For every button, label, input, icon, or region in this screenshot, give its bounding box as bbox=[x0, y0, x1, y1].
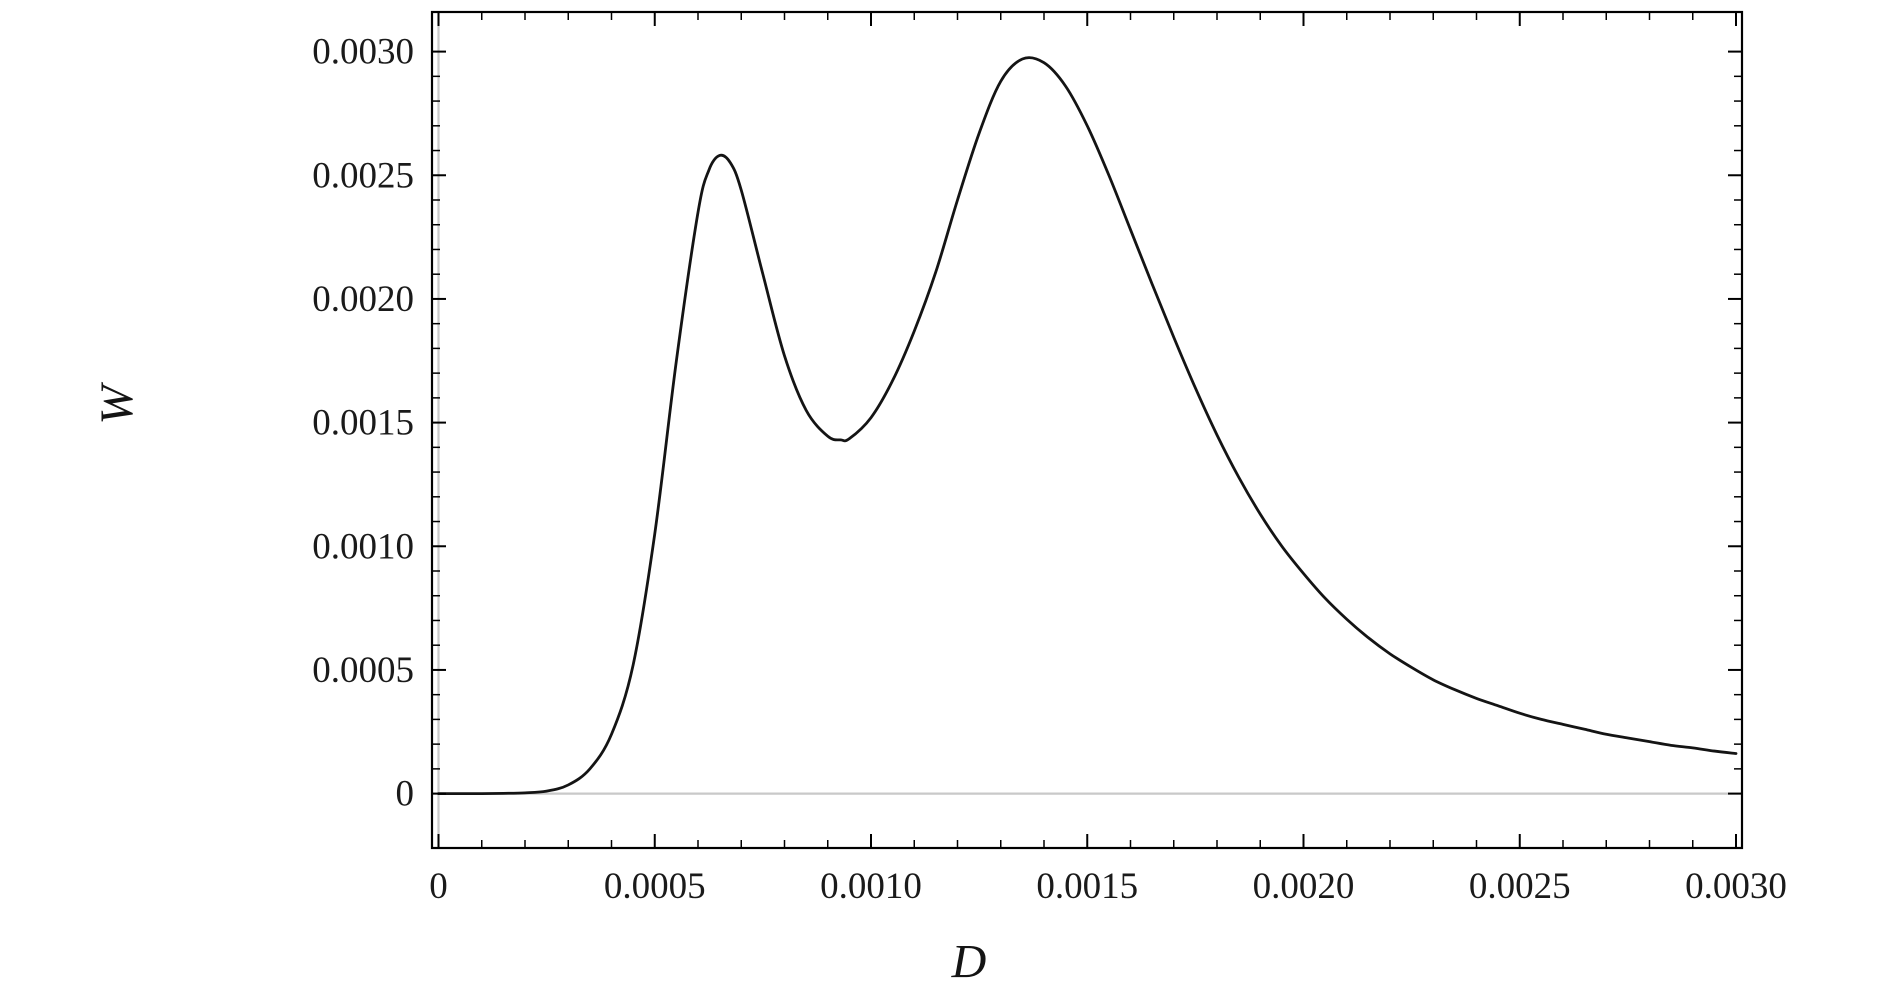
x-tick-label: 0.0030 bbox=[1685, 866, 1787, 907]
y-tick-label: 0.0020 bbox=[312, 279, 414, 320]
y-tick-label: 0.0010 bbox=[312, 526, 414, 567]
x-tick-label: 0.0005 bbox=[604, 866, 706, 907]
x-tick-label: 0.0020 bbox=[1253, 866, 1355, 907]
data-curve bbox=[437, 56, 1738, 796]
x-tick-label: 0.0015 bbox=[1036, 866, 1138, 907]
y-axis-label: W bbox=[91, 385, 143, 425]
y-tick-label: 0.0015 bbox=[312, 403, 414, 444]
plot-frame bbox=[430, 10, 1744, 850]
x-tick-label: 0.0025 bbox=[1469, 866, 1571, 907]
y-tick-label: 0 bbox=[396, 774, 415, 815]
y-tick-label: 0.0030 bbox=[312, 32, 414, 73]
x-tick-label: 0 bbox=[429, 866, 448, 907]
y-tick-label: 0.0025 bbox=[312, 155, 414, 196]
x-axis-label: D bbox=[951, 935, 987, 989]
x-tick-label: 0.0010 bbox=[820, 866, 922, 907]
y-tick-label: 0.0005 bbox=[312, 650, 414, 691]
